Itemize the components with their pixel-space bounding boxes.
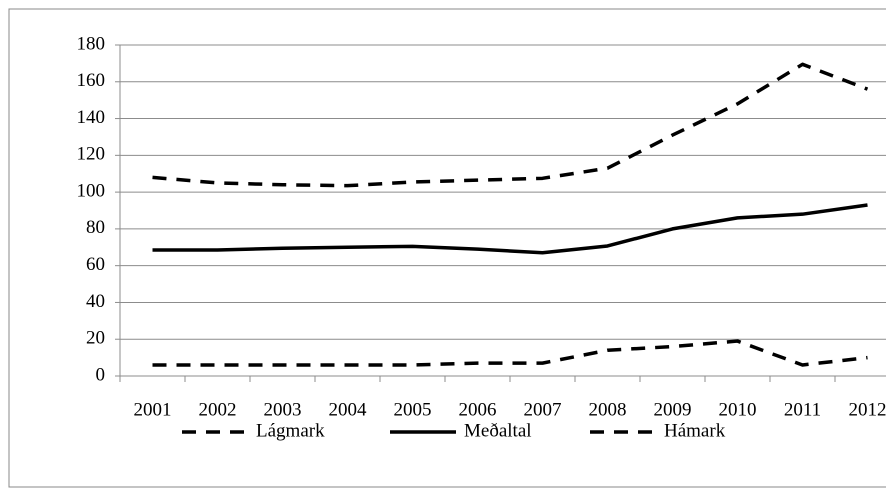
x-tick-label: 2010 [719, 399, 757, 420]
x-tick-label: 2011 [784, 399, 821, 420]
legend-label: Meðaltal [464, 420, 532, 441]
y-tick-label: 160 [77, 70, 106, 91]
series-line [152, 203, 868, 255]
x-tick-label: 2002 [199, 399, 237, 420]
x-tick-label: 2008 [589, 399, 627, 420]
legend-label: Lágmark [256, 420, 325, 441]
x-tick-label: 2004 [329, 399, 368, 420]
x-tick-label: 2012 [849, 399, 886, 420]
x-tick-label: 2003 [264, 399, 302, 420]
y-tick-label: 0 [96, 364, 106, 385]
y-tick-label: 120 [77, 144, 106, 165]
series-line [152, 62, 869, 188]
x-tick-label: 2005 [394, 399, 432, 420]
y-tick-label: 180 [77, 33, 106, 54]
y-tick-label: 100 [77, 180, 106, 201]
x-tick-label: 2007 [524, 399, 562, 420]
y-tick-label: 80 [86, 217, 105, 238]
x-tick-label: 2001 [134, 399, 172, 420]
x-tick-label: 2006 [459, 399, 497, 420]
y-tick-label: 40 [86, 291, 105, 312]
legend-label: Hámark [664, 420, 726, 441]
y-tick-label: 20 [86, 328, 105, 349]
x-tick-label: 2009 [654, 399, 692, 420]
y-tick-label: 140 [77, 107, 106, 128]
y-tick-label: 60 [86, 254, 105, 275]
